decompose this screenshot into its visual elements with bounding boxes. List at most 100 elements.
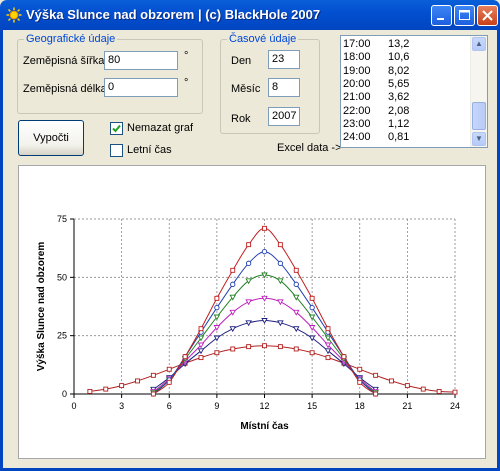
latitude-label: Zeměpisná šířka bbox=[23, 55, 105, 67]
year-label: Rok bbox=[231, 113, 251, 125]
minimize-button[interactable] bbox=[431, 5, 452, 26]
time-group: Časové údaje bbox=[220, 33, 320, 134]
data-point-2 bbox=[277, 320, 284, 327]
data-point-6 bbox=[198, 326, 204, 332]
list-item-time: 21:00 bbox=[343, 91, 371, 104]
data-point-2 bbox=[308, 335, 316, 342]
data-point-4 bbox=[245, 278, 252, 285]
data-point-2 bbox=[324, 348, 332, 355]
data-point-6 bbox=[230, 267, 236, 273]
list-item-time: 22:00 bbox=[343, 104, 371, 117]
close-button[interactable] bbox=[477, 5, 498, 26]
minimize-icon bbox=[437, 18, 444, 20]
data-point-6 bbox=[309, 295, 315, 301]
data-point-1 bbox=[150, 372, 156, 378]
data-point-2 bbox=[229, 326, 237, 333]
list-item-value: 8,02 bbox=[388, 64, 410, 77]
data-point-1 bbox=[87, 388, 93, 394]
data-point-1 bbox=[277, 344, 283, 350]
data-point-4 bbox=[197, 335, 205, 342]
x-tick-label: 3 bbox=[119, 401, 124, 411]
data-point-4 bbox=[261, 272, 268, 279]
data-point-5 bbox=[245, 260, 252, 266]
data-point-1 bbox=[420, 386, 426, 392]
data-point-1 bbox=[309, 350, 315, 356]
latitude-degree-unit: ° bbox=[184, 50, 189, 62]
summer-time-checkbox[interactable] bbox=[110, 144, 123, 157]
keep-graph-checkbox[interactable] bbox=[110, 122, 123, 135]
x-tick-label: 6 bbox=[167, 401, 172, 411]
data-point-1 bbox=[135, 378, 140, 384]
data-point-1 bbox=[214, 350, 220, 356]
x-tick-label: 0 bbox=[71, 401, 76, 411]
data-point-4 bbox=[324, 335, 332, 342]
y-axis-label: Výška Slunce nad obzorem bbox=[36, 242, 47, 372]
month-input[interactable]: 8 bbox=[268, 78, 300, 97]
data-point-1 bbox=[373, 372, 379, 378]
summer-time-label: Letní čas bbox=[127, 144, 172, 156]
data-point-6 bbox=[182, 354, 188, 360]
list-item-value: 5,65 bbox=[388, 77, 410, 90]
x-axis-label: Místní čas bbox=[240, 421, 289, 432]
data-point-2 bbox=[213, 335, 221, 342]
listbox-scrollbar[interactable]: ▲ ▼ bbox=[470, 36, 487, 147]
data-point-1 bbox=[119, 383, 125, 389]
y-tick-label: 50 bbox=[57, 272, 67, 282]
y-tick-label: 25 bbox=[57, 331, 67, 341]
data-point-1 bbox=[166, 366, 172, 372]
data-point-1 bbox=[230, 346, 236, 352]
data-point-6 bbox=[325, 326, 331, 332]
day-input[interactable]: 23 bbox=[268, 50, 300, 69]
latitude-input[interactable]: 80 bbox=[104, 51, 178, 70]
data-point-5 bbox=[214, 305, 220, 311]
data-point-3 bbox=[229, 309, 237, 316]
data-point-1 bbox=[246, 344, 252, 350]
excel-data-label: Excel data -> bbox=[277, 142, 342, 154]
window-title: Výška Slunce nad obzorem | (c) BlackHole… bbox=[26, 7, 321, 22]
scroll-down-button[interactable]: ▼ bbox=[472, 132, 486, 146]
data-point-1 bbox=[357, 366, 363, 372]
data-point-6 bbox=[357, 379, 363, 385]
data-point-3 bbox=[308, 325, 316, 331]
data-point-1 bbox=[262, 343, 267, 349]
checkmark-icon bbox=[112, 124, 121, 133]
data-point-6 bbox=[262, 225, 267, 231]
data-point-5 bbox=[261, 249, 268, 255]
data-point-3 bbox=[245, 299, 252, 306]
data-point-1 bbox=[198, 355, 204, 361]
x-tick-label: 12 bbox=[259, 401, 269, 411]
list-item-value: 13,2 bbox=[388, 38, 410, 50]
year-input[interactable]: 2007 bbox=[268, 107, 300, 126]
compute-button[interactable]: Vypočti bbox=[18, 120, 84, 156]
x-tick-label: 9 bbox=[214, 401, 219, 411]
sun-elevation-chart: 0 3 6 9 12 15 18 21 24 0 25 50 75 Místní čas Výška Slu… bbox=[36, 214, 460, 432]
scroll-thumb[interactable] bbox=[472, 102, 486, 130]
list-item-value: 0,81 bbox=[388, 131, 410, 144]
data-point-4 bbox=[277, 278, 284, 285]
scroll-up-button[interactable]: ▲ bbox=[472, 37, 486, 51]
list-item-time: 20:00 bbox=[343, 77, 371, 90]
series-line-1 bbox=[89, 345, 456, 393]
data-point-4 bbox=[213, 314, 221, 321]
data-point-2 bbox=[245, 320, 252, 327]
list-item-value: 2,08 bbox=[388, 104, 410, 117]
data-point-2 bbox=[261, 318, 268, 324]
results-listbox[interactable]: 17:00 13,2 18:00 10,6 19:00 8,02 20:00 5,65 21:0… bbox=[340, 35, 488, 148]
data-point-1 bbox=[103, 386, 109, 392]
x-tick-label: 18 bbox=[355, 401, 365, 411]
data-point-3 bbox=[292, 309, 300, 316]
longitude-input[interactable]: 0 bbox=[104, 78, 178, 97]
x-tick-label: 15 bbox=[307, 401, 317, 411]
maximize-icon bbox=[459, 10, 470, 20]
data-point-3 bbox=[197, 342, 205, 349]
x-tick-label: 24 bbox=[450, 401, 460, 411]
data-point-2 bbox=[292, 326, 300, 333]
day-label: Den bbox=[231, 55, 252, 67]
title-bar: Výška Slunce nad obzorem | (c) BlackHole… bbox=[0, 0, 500, 30]
data-point-1 bbox=[325, 355, 331, 361]
sun-icon bbox=[6, 7, 22, 23]
data-point-3 bbox=[213, 325, 221, 331]
list-item-value: 3,62 bbox=[388, 91, 410, 104]
maximize-button[interactable] bbox=[454, 5, 475, 26]
y-tick-label: 75 bbox=[57, 214, 67, 224]
